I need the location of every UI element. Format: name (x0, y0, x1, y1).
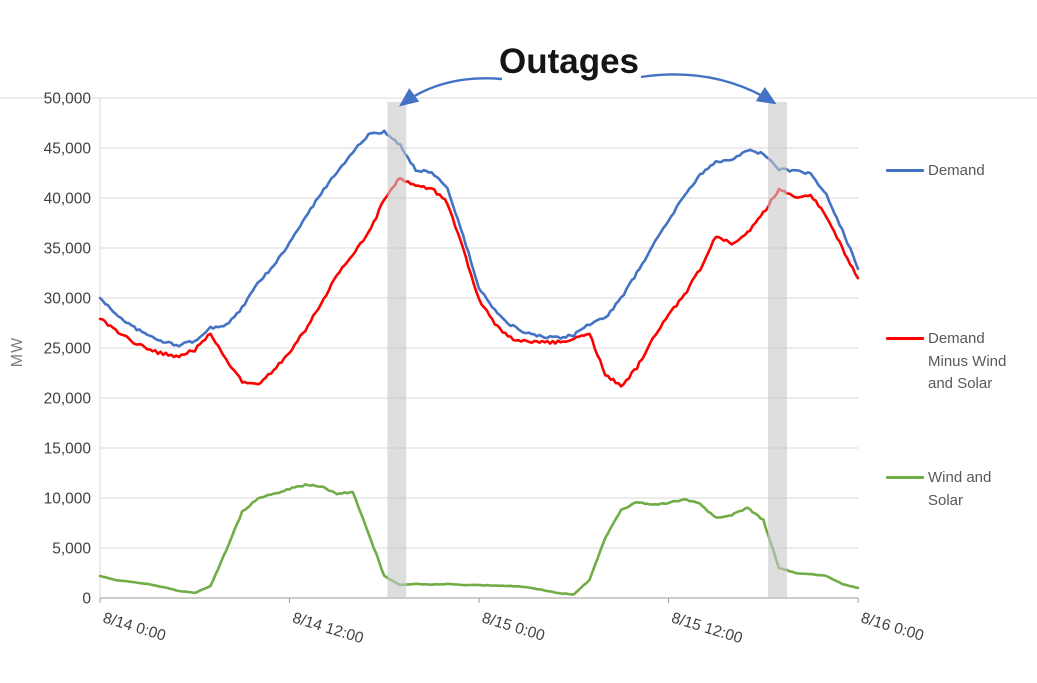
y-tick-label: 20,000 (44, 391, 92, 408)
outages-arrow-right (640, 73, 777, 105)
y-tick-label: 40,000 (44, 191, 92, 208)
y-tick-label: 45,000 (44, 141, 92, 158)
x-tick-label: 8/15 12:00 (669, 610, 744, 648)
legend-line-swatch-wind-and-solar (886, 476, 924, 479)
outage-band (387, 102, 407, 598)
outages-annotation-label: Outages (498, 42, 640, 81)
legend: Demand Demand Minus Wind and Solar Wind … (886, 0, 1036, 683)
y-tick-label: 5,000 (52, 541, 91, 558)
legend-line-swatch-demand (886, 169, 924, 172)
outage-band (768, 102, 787, 598)
outages-arrow-left (398, 77, 503, 107)
y-tick-label: 15,000 (44, 441, 92, 458)
legend-label-demand-minus-wind-and-solar: Demand Minus Wind and Solar (928, 330, 1007, 392)
y-tick-label: 35,000 (44, 241, 92, 258)
legend-item-demand: Demand (886, 160, 1020, 183)
x-tick-label: 8/15 0:00 (480, 610, 547, 645)
y-axis-title: MW (9, 337, 26, 367)
series-line-demand-minus-wind-and-solar (98, 177, 860, 388)
series-line-wind-and-solar (98, 483, 860, 596)
y-tick-label: 50,000 (44, 91, 92, 108)
legend-item-demand-minus-wind-and-solar: Demand Minus Wind and Solar (886, 328, 1020, 396)
x-tick-label: 8/14 12:00 (290, 610, 365, 648)
x-tick-label: 8/14 0:00 (101, 610, 168, 645)
series-line-demand (98, 129, 860, 348)
y-tick-label: 30,000 (44, 291, 92, 308)
legend-label-wind-and-solar: Wind and Solar (928, 469, 992, 509)
legend-line-swatch-demand-minus-wind-and-solar (886, 337, 924, 340)
legend-label-demand: Demand (928, 162, 985, 179)
legend-item-wind-and-solar: Wind and Solar (886, 467, 1020, 512)
y-tick-label: 0 (82, 591, 91, 608)
y-tick-label: 25,000 (44, 341, 92, 358)
y-tick-label: 10,000 (44, 491, 92, 508)
